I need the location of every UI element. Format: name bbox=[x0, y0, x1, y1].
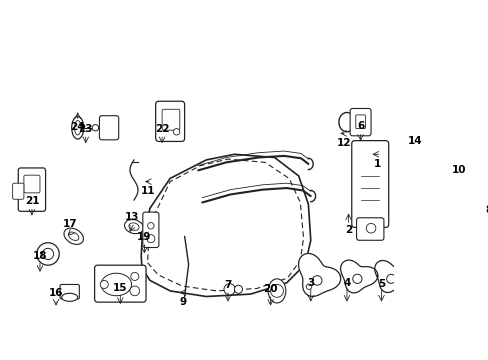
Ellipse shape bbox=[64, 228, 83, 244]
FancyBboxPatch shape bbox=[155, 101, 184, 141]
FancyBboxPatch shape bbox=[162, 109, 180, 130]
Circle shape bbox=[130, 286, 139, 296]
Text: 8: 8 bbox=[485, 205, 488, 215]
Text: 20: 20 bbox=[263, 284, 277, 294]
Text: 14: 14 bbox=[407, 136, 422, 147]
Circle shape bbox=[312, 276, 321, 285]
Text: 11: 11 bbox=[141, 186, 155, 196]
Text: 6: 6 bbox=[356, 121, 364, 131]
FancyBboxPatch shape bbox=[351, 141, 388, 228]
FancyBboxPatch shape bbox=[349, 108, 370, 136]
Text: 23: 23 bbox=[79, 123, 93, 134]
Text: 24: 24 bbox=[70, 122, 85, 132]
Text: 2: 2 bbox=[344, 225, 351, 235]
Ellipse shape bbox=[72, 117, 83, 139]
FancyBboxPatch shape bbox=[60, 284, 79, 299]
Circle shape bbox=[352, 274, 361, 283]
Text: 7: 7 bbox=[224, 280, 231, 290]
Text: 19: 19 bbox=[137, 232, 151, 242]
Circle shape bbox=[130, 273, 139, 280]
Text: 3: 3 bbox=[306, 278, 314, 288]
Circle shape bbox=[305, 284, 311, 289]
Ellipse shape bbox=[396, 96, 456, 148]
Text: 21: 21 bbox=[24, 196, 39, 206]
Text: 16: 16 bbox=[49, 288, 63, 297]
Circle shape bbox=[366, 224, 375, 233]
Circle shape bbox=[92, 125, 99, 131]
Ellipse shape bbox=[74, 121, 81, 135]
Polygon shape bbox=[340, 260, 377, 293]
Ellipse shape bbox=[407, 109, 446, 143]
Text: 22: 22 bbox=[155, 123, 169, 134]
FancyBboxPatch shape bbox=[18, 168, 45, 211]
Circle shape bbox=[386, 274, 395, 283]
Ellipse shape bbox=[68, 232, 79, 240]
Text: 17: 17 bbox=[62, 219, 77, 229]
Circle shape bbox=[224, 284, 235, 295]
FancyBboxPatch shape bbox=[24, 175, 40, 193]
Text: 4: 4 bbox=[343, 278, 350, 288]
Circle shape bbox=[37, 243, 59, 265]
Ellipse shape bbox=[61, 293, 78, 301]
Ellipse shape bbox=[128, 223, 139, 230]
FancyBboxPatch shape bbox=[99, 116, 119, 140]
FancyBboxPatch shape bbox=[356, 218, 383, 240]
Text: 12: 12 bbox=[336, 138, 350, 148]
Polygon shape bbox=[298, 253, 340, 296]
Text: 10: 10 bbox=[451, 165, 466, 175]
Text: 13: 13 bbox=[125, 212, 140, 222]
Text: 5: 5 bbox=[377, 279, 385, 289]
Circle shape bbox=[147, 222, 154, 229]
FancyBboxPatch shape bbox=[418, 87, 434, 100]
Text: 1: 1 bbox=[373, 159, 380, 169]
Circle shape bbox=[234, 285, 242, 293]
FancyBboxPatch shape bbox=[355, 115, 365, 129]
Ellipse shape bbox=[267, 279, 285, 303]
Circle shape bbox=[270, 284, 283, 297]
Text: 9: 9 bbox=[179, 297, 186, 307]
Circle shape bbox=[146, 235, 155, 243]
Text: 15: 15 bbox=[113, 283, 127, 293]
FancyBboxPatch shape bbox=[13, 183, 24, 199]
Ellipse shape bbox=[124, 220, 143, 234]
Ellipse shape bbox=[101, 273, 131, 296]
Circle shape bbox=[100, 280, 108, 288]
FancyBboxPatch shape bbox=[94, 265, 146, 302]
Polygon shape bbox=[374, 261, 410, 293]
Circle shape bbox=[42, 248, 54, 260]
Circle shape bbox=[173, 129, 180, 135]
Text: 18: 18 bbox=[33, 251, 47, 261]
FancyBboxPatch shape bbox=[142, 212, 159, 248]
